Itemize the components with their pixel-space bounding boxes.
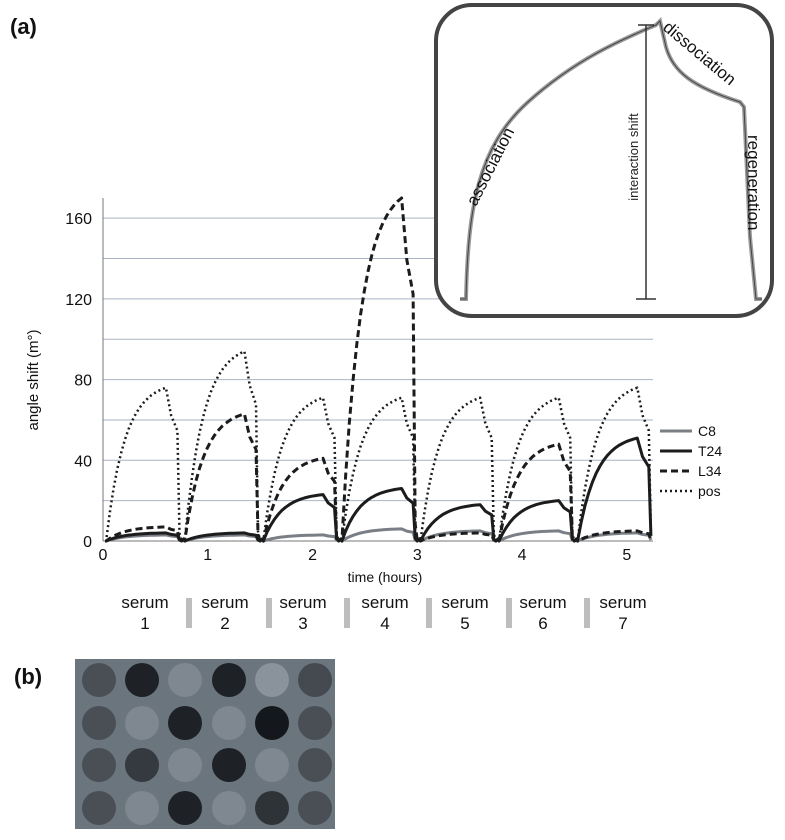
plate-spot [211, 705, 246, 740]
series-line-t24 [104, 436, 653, 543]
serum-label-3: serum 3 [264, 592, 342, 634]
microarray-plate-image [75, 659, 335, 829]
serum-label-word: serum [361, 593, 409, 612]
serum-label-word: serum [441, 593, 489, 612]
serum-label-6: serum 6 [504, 592, 582, 634]
series [104, 196, 653, 543]
y-tick-label: 40 [74, 453, 92, 470]
y-axis-label: angle shift (m°) [25, 329, 42, 430]
legend: C8 T24 L34 pos [660, 423, 722, 499]
serum-label-1: serum 1 [106, 592, 184, 634]
regeneration-label: regeneration [744, 135, 763, 230]
schematic-drawing: interaction shift association dissociati… [460, 17, 763, 301]
serum-label-word: serum [121, 593, 169, 612]
serum-label-number: 7 [618, 614, 628, 633]
plate-spot [168, 790, 203, 825]
plate-spot [125, 748, 159, 783]
panel-a-label: (a) [10, 14, 37, 39]
serum-separator [426, 598, 432, 628]
x-axis-label: time (hours) [348, 569, 423, 585]
plate-spot [211, 663, 246, 698]
serum-label-5: serum 5 [426, 592, 504, 634]
plate-spot [125, 705, 159, 740]
x-tick-label: 5 [622, 547, 631, 564]
plate-spot [255, 705, 289, 740]
serum-separator [186, 598, 192, 628]
serum-separator [344, 598, 350, 628]
interaction-shift-label: interaction shift [626, 113, 641, 201]
x-tick-label: 4 [518, 547, 527, 564]
y-tick-label: 120 [65, 292, 92, 309]
plate-spot [298, 705, 333, 740]
plate-spot [81, 748, 116, 783]
serum-label-word: serum [519, 593, 567, 612]
serum-separator [266, 598, 272, 628]
plate-spot [255, 663, 289, 698]
x-tick-label: 3 [413, 547, 422, 564]
y-tick-label: 80 [74, 373, 92, 390]
serum-label-number: 1 [140, 614, 150, 633]
serum-label-4: serum 4 [346, 592, 424, 634]
legend-label-pos: pos [698, 483, 721, 499]
dissociation-label: dissociation [659, 18, 739, 90]
serum-label-word: serum [201, 593, 249, 612]
legend-label-l34: L34 [698, 463, 722, 479]
x-tick-label: 0 [99, 547, 108, 564]
serum-label-number: 5 [460, 614, 470, 633]
axes: 0 40 80 120 160 0 1 2 3 4 5 [65, 198, 653, 564]
plate-spot [168, 705, 203, 740]
y-tick-label: 160 [65, 211, 92, 228]
legend-label-c8: C8 [698, 423, 716, 439]
x-tick-label: 1 [203, 547, 212, 564]
serum-label-word: serum [279, 593, 327, 612]
plate-spot [298, 748, 333, 783]
plate-spot [298, 790, 333, 825]
serum-group-labels: serum 1 serum 2 serum 3 serum 4 serum 5 serum 6 seru… [98, 592, 658, 640]
plate-spot [81, 663, 116, 698]
plate-spot [125, 790, 159, 825]
plate-spot [168, 748, 203, 783]
serum-label-number: 3 [298, 614, 308, 633]
sensorgram-schematic-inset: interaction shift association dissociati… [434, 3, 774, 318]
serum-separator [584, 598, 590, 628]
y-tick-label: 0 [83, 534, 92, 551]
plate-spot [211, 748, 246, 783]
serum-label-number: 2 [220, 614, 230, 633]
serum-separator [506, 598, 512, 628]
plate-spot [81, 790, 116, 825]
serum-label-number: 6 [538, 614, 548, 633]
serum-label-word: serum [599, 593, 647, 612]
x-tick-label: 2 [308, 547, 317, 564]
serum-label-2: serum 2 [186, 592, 264, 634]
plate-spot [125, 663, 159, 698]
association-label: association [463, 124, 519, 208]
plate-spot [211, 790, 246, 825]
legend-label-t24: T24 [698, 443, 722, 459]
plate-spot [255, 748, 289, 783]
serum-label-7: serum 7 [584, 592, 662, 634]
plate-spot [298, 663, 333, 698]
serum-label-number: 4 [380, 614, 390, 633]
plate-spot [168, 663, 203, 698]
panel-b-label: (b) [14, 664, 43, 689]
plate-spot [81, 705, 116, 740]
plate-spot [255, 790, 289, 825]
